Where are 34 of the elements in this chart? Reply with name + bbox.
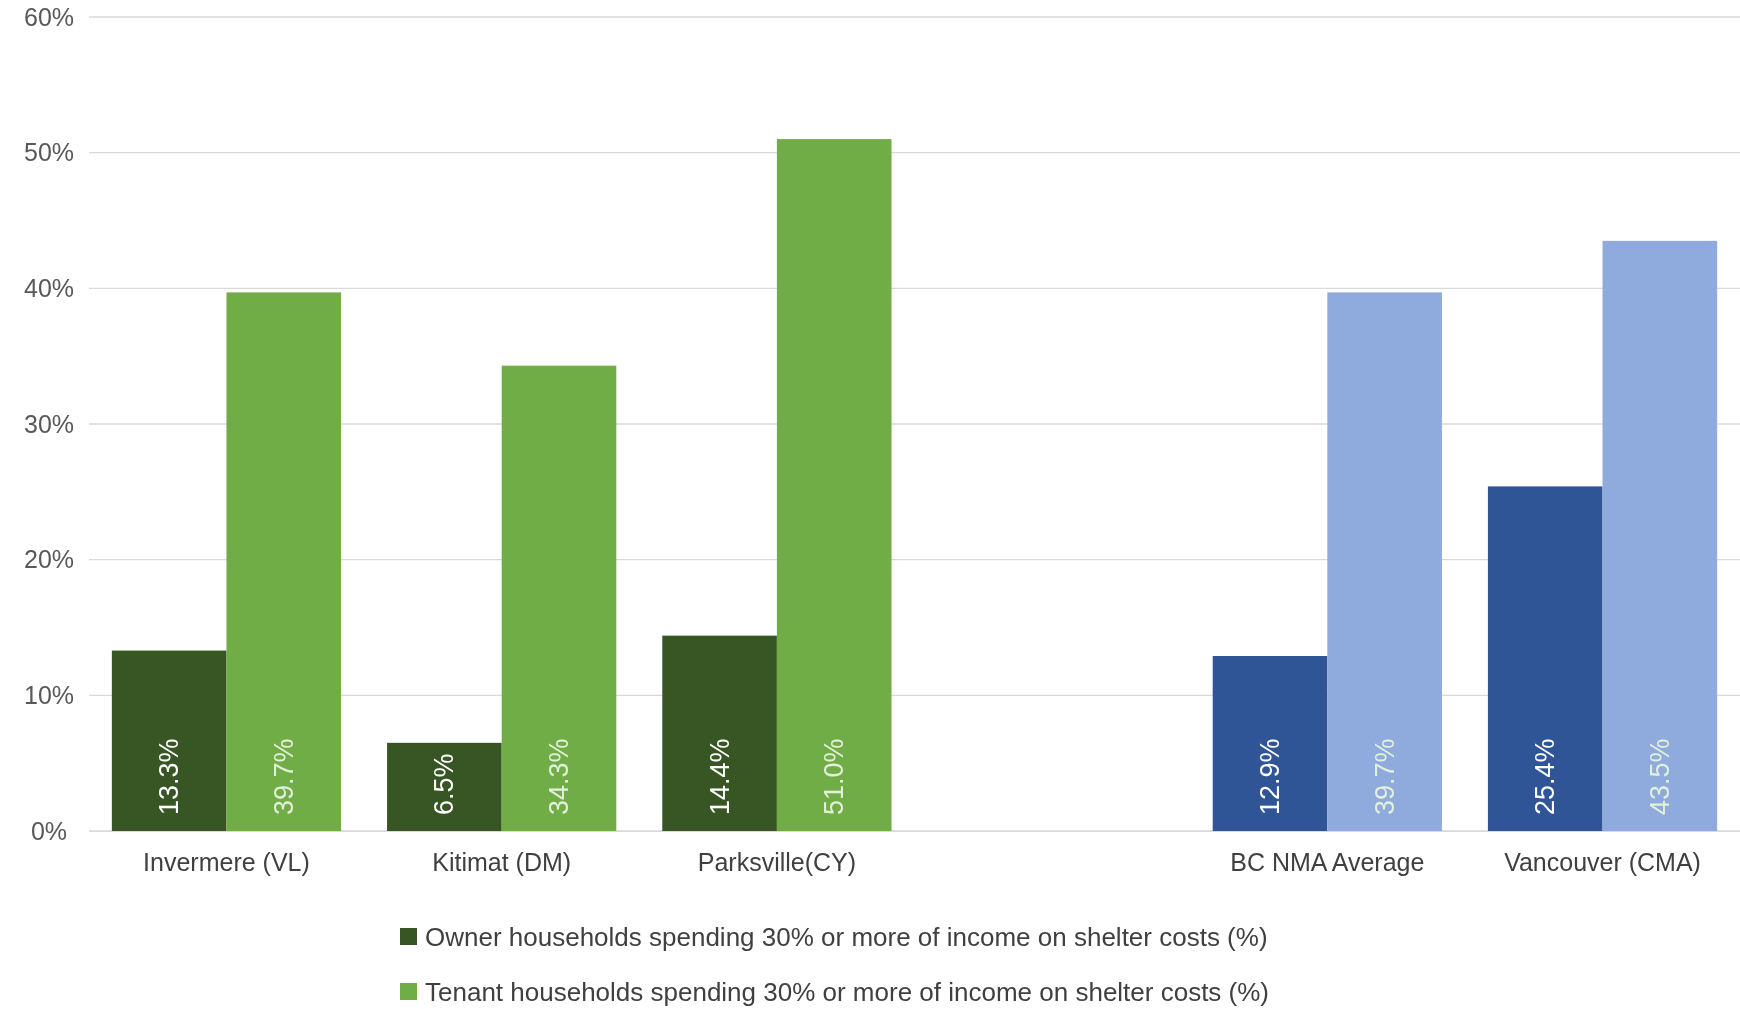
data-label: 6.5% — [429, 753, 460, 815]
data-label: 14.4% — [704, 738, 735, 815]
bar — [1487, 486, 1603, 831]
data-label: 39.7% — [268, 738, 299, 815]
y-tick-label: 50% — [23, 138, 75, 167]
x-tick-label: Invermere (VL) — [143, 847, 310, 876]
bar — [387, 742, 502, 831]
data-label: 34.3% — [543, 738, 574, 815]
bar — [111, 650, 227, 831]
y-tick-label: 10% — [23, 680, 75, 709]
y-tick-label: 60% — [23, 2, 75, 31]
y-tick-label: 0% — [30, 816, 68, 845]
legend-label: Tenant households spending 30% or more of income on shelter costs (%) — [425, 977, 1270, 1007]
y-tick-label: 40% — [23, 273, 75, 302]
bar — [776, 139, 892, 831]
x-tick-label: Kitimat (DM) — [432, 847, 572, 876]
y-tick-label: 20% — [23, 545, 75, 574]
x-tick-label: Vancouver (CMA) — [1504, 847, 1701, 876]
data-label: 12.9% — [1255, 738, 1286, 815]
bar — [662, 635, 777, 831]
bar — [226, 292, 342, 831]
data-label: 43.5% — [1644, 738, 1675, 815]
bar — [1602, 240, 1718, 831]
data-label: 25.4% — [1530, 738, 1561, 815]
bar — [1327, 292, 1442, 831]
data-label: 51.0% — [819, 738, 850, 815]
data-label: 13.3% — [154, 738, 185, 815]
bar — [501, 365, 617, 831]
y-tick-label: 30% — [23, 409, 75, 438]
legend-label: Owner households spending 30% or more of income on shelter costs (%) — [425, 922, 1268, 952]
x-tick-label: BC NMA Average — [1230, 847, 1425, 876]
bar — [1212, 655, 1328, 831]
data-label: 39.7% — [1369, 738, 1400, 815]
x-tick-label: Parksville(CY) — [697, 847, 857, 876]
